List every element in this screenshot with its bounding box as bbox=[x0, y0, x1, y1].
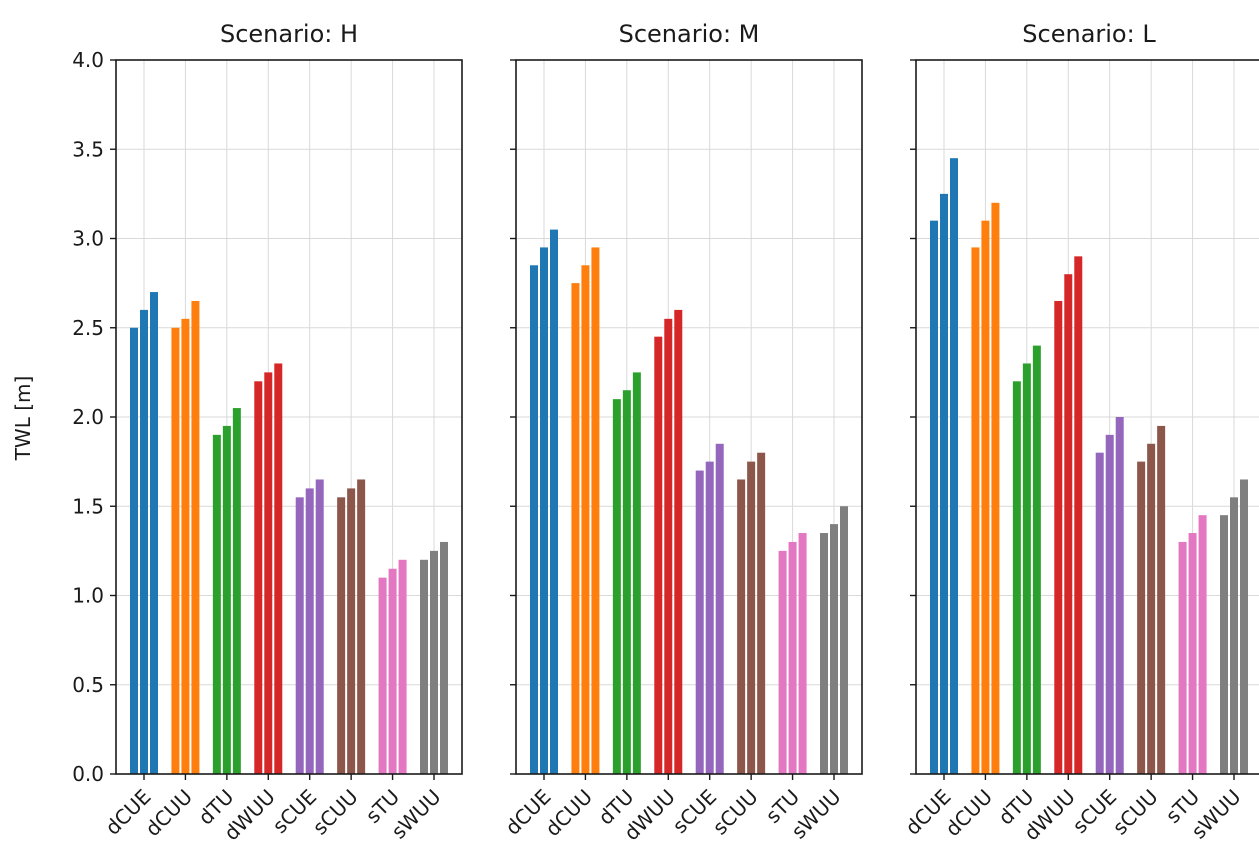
x-tick-label: sCUE bbox=[1068, 785, 1122, 839]
bar-sTU-1 bbox=[778, 550, 787, 774]
bar-dWUU-1 bbox=[254, 381, 263, 774]
y-tick-label: 1.0 bbox=[72, 584, 104, 608]
bar-sCUU-2 bbox=[1147, 443, 1156, 774]
bar-dTU-3 bbox=[632, 372, 641, 774]
bar-dCUU-2 bbox=[581, 265, 590, 774]
bar-dTU-2 bbox=[222, 425, 231, 774]
bar-dWUU-1 bbox=[654, 336, 663, 774]
bar-sCUE-2 bbox=[1105, 434, 1114, 774]
bar-sTU-2 bbox=[1188, 533, 1197, 774]
bar-sCUE-3 bbox=[1115, 417, 1124, 774]
bar-dCUE-3 bbox=[550, 229, 558, 774]
panel-title: Scenario: L bbox=[1022, 20, 1156, 48]
x-tick-label: dCUU bbox=[140, 785, 197, 842]
bar-sCUE-1 bbox=[1095, 452, 1104, 774]
x-tick-label: dCUU bbox=[940, 785, 997, 842]
x-tick-label: sCUU bbox=[308, 785, 363, 840]
bar-sWUU-3 bbox=[840, 506, 848, 774]
bar-dCUE-3 bbox=[150, 292, 158, 774]
bar-dCUU-2 bbox=[181, 318, 190, 774]
bar-dTU-1 bbox=[1012, 381, 1021, 774]
bar-dCUU-3 bbox=[991, 202, 1000, 775]
bar-sCUE-2 bbox=[705, 461, 714, 774]
bar-dCUE-2 bbox=[540, 247, 548, 775]
bar-sCUU-1 bbox=[337, 497, 346, 774]
x-tick-label: sCUE bbox=[268, 785, 322, 839]
bar-sCUU-3 bbox=[757, 452, 766, 774]
bar-sTU-3 bbox=[798, 533, 807, 774]
bar-dTU-2 bbox=[622, 390, 631, 774]
bar-sCUE-1 bbox=[695, 470, 704, 774]
bar-dTU-1 bbox=[212, 434, 221, 774]
bar-sCUE-2 bbox=[305, 488, 314, 774]
bar-dCUE-2 bbox=[140, 309, 148, 774]
bar-sWUU-3 bbox=[1240, 479, 1248, 774]
y-tick-label: 0.5 bbox=[72, 673, 104, 697]
bar-dWUU-3 bbox=[1074, 256, 1083, 775]
x-tick-label: dCUU bbox=[540, 785, 597, 842]
bar-dCUU-1 bbox=[571, 283, 580, 774]
bar-sCUU-1 bbox=[737, 479, 746, 774]
bar-sCUU-1 bbox=[1137, 461, 1146, 774]
bar-sWUU-1 bbox=[820, 533, 828, 774]
bar-sCUU-2 bbox=[747, 461, 756, 774]
bar-sCUE-3 bbox=[315, 479, 324, 774]
bar-dTU-3 bbox=[232, 408, 241, 774]
bar-dCUE-1 bbox=[930, 220, 938, 774]
bar-dWUU-2 bbox=[664, 318, 673, 774]
y-tick-label: 3.5 bbox=[72, 137, 104, 161]
bar-dCUE-2 bbox=[940, 193, 948, 774]
bar-sWUU-2 bbox=[830, 524, 838, 774]
bar-sWUU-1 bbox=[1220, 515, 1228, 774]
bar-dCUU-2 bbox=[981, 220, 990, 774]
bar-sCUE-1 bbox=[295, 497, 304, 774]
bar-sWUU-2 bbox=[1230, 497, 1238, 774]
bar-dTU-1 bbox=[612, 399, 621, 774]
panel-2: dCUEdCUUdTUdWUUsCUEsCUUsTUsWUUScenario: … bbox=[500, 20, 863, 845]
panels: 0.0 0.5 1.0 1.5 2.0 2.5 3.0 3.5 4.0 dCUEdCUUdTUdW… bbox=[72, 20, 1259, 845]
y-axis-label: TWL [m] bbox=[11, 376, 35, 462]
bar-sCUU-3 bbox=[357, 479, 366, 774]
y-tick-label: 2.0 bbox=[72, 405, 104, 429]
y-tick-label: 0.0 bbox=[72, 762, 104, 786]
bar-dWUU-3 bbox=[674, 309, 683, 774]
bar-sTU-1 bbox=[1178, 541, 1187, 774]
bar-sCUU-3 bbox=[1157, 425, 1166, 774]
y-tick-label: 2.5 bbox=[72, 316, 104, 340]
bar-dCUU-1 bbox=[971, 247, 980, 775]
x-tick-label: sCUU bbox=[1108, 785, 1163, 840]
y-tick-label: 1.5 bbox=[72, 494, 104, 518]
panel-title: Scenario: M bbox=[619, 20, 760, 48]
bar-sTU-3 bbox=[1198, 515, 1207, 774]
bar-dCUU-3 bbox=[591, 247, 600, 775]
bar-sTU-2 bbox=[788, 541, 797, 774]
bar-dCUE-3 bbox=[950, 158, 958, 775]
bar-sTU-2 bbox=[388, 568, 397, 774]
bar-dWUU-3 bbox=[274, 363, 283, 774]
panel-1: 0.00.51.01.52.02.53.03.54.0dCUEdCUUdTUdW… bbox=[72, 20, 463, 845]
x-tick-label: sCUU bbox=[708, 785, 763, 840]
bar-sCUU-2 bbox=[347, 488, 356, 774]
bar-sWUU-1 bbox=[420, 559, 428, 774]
panel-title: Scenario: H bbox=[220, 20, 358, 48]
bar-sWUU-3 bbox=[440, 541, 448, 774]
bar-sCUE-3 bbox=[715, 443, 724, 774]
x-tick-label: sCUE bbox=[668, 785, 722, 839]
bar-sWUU-2 bbox=[430, 550, 438, 774]
bar-dTU-2 bbox=[1022, 363, 1031, 774]
bar-dCUU-1 bbox=[171, 327, 180, 774]
bar-dWUU-2 bbox=[1064, 274, 1073, 774]
bar-dWUU-1 bbox=[1054, 300, 1063, 774]
bar-dWUU-2 bbox=[264, 372, 273, 774]
bar-dCUE-1 bbox=[530, 265, 538, 774]
y-tick-label: 4.0 bbox=[72, 48, 104, 72]
bar-sTU-3 bbox=[398, 559, 407, 774]
bar-dTU-3 bbox=[1032, 345, 1041, 774]
panel-3: dCUEdCUUdTUdWUUsCUEsCUUsTUsWUUScenario: … bbox=[900, 20, 1259, 845]
bar-dCUU-3 bbox=[191, 300, 200, 774]
y-tick-label: 3.0 bbox=[72, 227, 104, 251]
bar-dCUE-1 bbox=[130, 327, 138, 774]
bar-sTU-1 bbox=[378, 577, 387, 774]
